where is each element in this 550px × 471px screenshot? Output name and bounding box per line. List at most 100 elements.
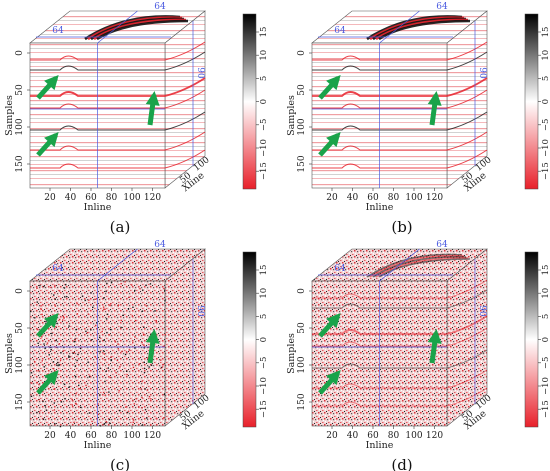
colorbar-tick-label: 5: [259, 314, 269, 319]
inline-ticks: 20 40 60 80 100 120: [44, 188, 161, 203]
left-slice-marker: 64: [334, 26, 346, 36]
inline-tick-label: 20: [326, 193, 338, 203]
samples-ticks: 0 50 100 150: [297, 288, 312, 411]
samples-ticks: 0 50 100 150: [15, 50, 30, 173]
samples-tick-label: 100: [297, 356, 307, 373]
inline-tick-label: 120: [426, 193, 443, 203]
colorbar-tick-label: 0: [541, 337, 550, 342]
panel-label: (d): [391, 456, 412, 471]
inline-tick-label: 20: [326, 431, 338, 441]
inline-axis-label: Inline: [366, 202, 394, 213]
colorbar-tick-label: 10: [259, 50, 269, 61]
reflectors: [30, 41, 206, 169]
inline-tick-label: 40: [65, 431, 77, 441]
inline-tick-label: 120: [426, 431, 443, 441]
samples-tick-label: 100: [15, 118, 25, 135]
top-face-event: [366, 253, 471, 278]
slice-lines: [30, 10, 194, 188]
colorbar-tick-label: −10: [259, 377, 269, 395]
inline-tick-label: 60: [367, 193, 379, 203]
samples-tick-label: 150: [297, 155, 307, 172]
inline-tick-label: 100: [123, 193, 140, 203]
colorbar-tick-label: 15: [259, 27, 269, 38]
colorbar-tick-label: −15: [541, 400, 550, 418]
colorbar-tick-label: −5: [541, 119, 550, 132]
inline-tick-label: 100: [405, 431, 422, 441]
samples-tick-label: 0: [15, 288, 25, 294]
inline-tick-label: 40: [347, 431, 359, 441]
inline-tick-label: 20: [44, 431, 56, 441]
colorbar-tick-label: 0: [259, 99, 269, 104]
colorbar-tick-label: −15: [259, 162, 269, 180]
inline-ticks: 20 40 60 80 100 120: [326, 188, 443, 203]
samples-tick-label: 150: [15, 155, 25, 172]
samples-tick-label: 0: [297, 50, 307, 56]
colorbar-tick-label: 5: [259, 76, 269, 81]
green-arrows: [318, 313, 442, 395]
top-slice-marker: 64: [436, 240, 448, 250]
side-slice-marker: 90: [195, 305, 205, 317]
reflectors: [312, 279, 488, 407]
colorbar-tick-label: 5: [541, 314, 550, 319]
left-slice-marker: 64: [334, 264, 346, 274]
slice-lines: [312, 248, 476, 426]
noise-speckle: [30, 281, 166, 428]
green-arrows: [318, 75, 442, 157]
inline-tick-label: 80: [388, 193, 400, 203]
top-face-event: [84, 15, 189, 41]
colorbar-tick-label: 0: [259, 337, 269, 342]
panel-label: (c): [110, 456, 130, 471]
side-slice-marker: 90: [195, 67, 205, 79]
reflectors: [312, 41, 488, 169]
left-slice-marker: 64: [52, 26, 64, 36]
samples-tick-label: 50: [15, 84, 25, 96]
top-slice-marker: 64: [154, 240, 166, 250]
inline-ticks: 20 40 60 80 100 120: [44, 426, 161, 441]
samples-axis-label: Samples: [4, 333, 15, 374]
inline-axis-label: Inline: [84, 440, 112, 451]
colorbar-tick-label: 0: [541, 99, 550, 104]
samples-tick-label: 50: [297, 84, 307, 96]
colorbar-tick-label: −15: [541, 162, 550, 180]
side-slice-marker: 90: [477, 305, 487, 317]
inline-tick-label: 60: [367, 431, 379, 441]
inline-tick-label: 120: [144, 193, 161, 203]
samples-tick-label: 100: [297, 118, 307, 135]
colorbar: 15 10 5 0 −5 −10 −15: [524, 251, 550, 428]
panel-label: (b): [391, 218, 412, 236]
colorbar-tick-label: −5: [259, 119, 269, 132]
samples-ticks: 0 50 100 150: [15, 288, 30, 411]
inline-tick-label: 60: [85, 431, 97, 441]
colorbar: 15 10 5 0 −5 −10 −15: [524, 13, 550, 190]
inline-tick-label: 60: [85, 193, 97, 203]
samples-tick-label: 150: [297, 393, 307, 410]
inline-axis-label: Inline: [366, 440, 394, 451]
inline-ticks: 20 40 60 80 100 120: [326, 426, 443, 441]
colorbar-tick-label: 15: [259, 265, 269, 276]
colorbar-tick-label: 10: [259, 288, 269, 299]
colorbar-tick-label: −5: [259, 357, 269, 370]
inline-tick-label: 100: [123, 431, 140, 441]
left-slice-marker: 64: [52, 264, 64, 274]
inline-tick-label: 100: [405, 193, 422, 203]
inline-tick-label: 80: [106, 431, 118, 441]
inline-axis-label: Inline: [84, 202, 112, 213]
side-slice-marker: 90: [477, 67, 487, 79]
colorbar-tick-label: −15: [259, 400, 269, 418]
inline-tick-label: 20: [44, 193, 56, 203]
inline-tick-label: 40: [65, 193, 77, 203]
samples-axis-label: Samples: [286, 333, 297, 374]
samples-tick-label: 150: [15, 393, 25, 410]
colorbar-tick-label: 10: [541, 50, 550, 61]
colorbar-tick-label: 10: [541, 288, 550, 299]
inline-tick-label: 40: [347, 193, 359, 203]
inline-tick-label: 80: [388, 431, 400, 441]
slice-lines: [312, 10, 476, 188]
inline-tick-label: 80: [106, 193, 118, 203]
samples-ticks: 0 50 100 150: [297, 50, 312, 173]
samples-axis-label: Samples: [4, 95, 15, 136]
